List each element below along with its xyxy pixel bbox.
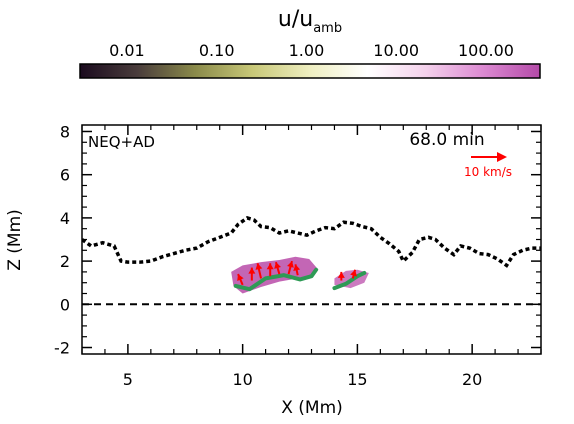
plot-frame: [81, 124, 542, 355]
colorbar-tick-label: 10.00: [373, 41, 419, 60]
contour-line-1: [332, 270, 367, 291]
velocity-vector-head: [350, 269, 357, 277]
velocity-vector-head: [287, 261, 294, 268]
axis-tick-labels: 5 10 15 20 -2 0 2 4 6 8: [54, 122, 482, 389]
y-axis-label: Z (Mm): [5, 209, 25, 271]
velocity-vector-head: [274, 262, 281, 269]
velocity-vector-head: [248, 267, 256, 274]
y-tick-label: 0: [60, 295, 70, 314]
y-tick-label: 6: [60, 166, 70, 185]
colorbar-tick-labels: 0.01 0.10 1.00 10.00 100.00: [109, 41, 514, 60]
contour-line-0: [233, 267, 319, 292]
x-tick-label: 15: [347, 370, 367, 389]
velocity-scale-arrowhead: [497, 152, 507, 162]
colorbar-tick-label: 1.00: [289, 41, 325, 60]
velocity-scale-label: 10 km/s: [464, 165, 512, 179]
colorbar-tick-label: 0.10: [199, 41, 235, 60]
velocity-vector-head: [293, 264, 301, 271]
panel-label: NEQ+AD: [88, 133, 155, 151]
velocity-vector-head: [266, 263, 274, 270]
time-label: 68.0 min: [409, 130, 484, 150]
x-tick-label: 20: [462, 370, 482, 389]
colorbar-tick-label: 0.01: [109, 41, 145, 60]
colorbar-title-sub: amb: [313, 21, 342, 36]
velocity-vector-head: [337, 271, 345, 278]
colorbar-tick-label: 100.00: [458, 41, 514, 60]
velocity-vector-head: [237, 274, 244, 281]
colorbar-bar: [79, 63, 541, 79]
velocity-scale: 10 km/s: [464, 152, 512, 179]
axis-ticks: [81, 125, 542, 354]
y-tick-label: 4: [60, 209, 70, 228]
colorbar-title-main: u/u: [278, 7, 313, 32]
boundary-line: [82, 215, 541, 268]
colorbar: u/uamb 0.01 0.10 1.00 10.00 100.00: [79, 7, 541, 79]
y-tick-label: -2: [54, 339, 70, 358]
x-tick-label: 5: [123, 370, 133, 389]
colorbar-title: u/uamb: [278, 7, 342, 36]
x-tick-label: 10: [232, 370, 252, 389]
x-axis-label: X (Mm): [281, 398, 343, 418]
y-tick-label: 8: [60, 122, 70, 141]
y-tick-label: 2: [60, 252, 70, 271]
velocity-vector-head: [255, 263, 263, 270]
plot-panel: 5 10 15 20 -2 0 2 4 6 8 NEQ+AD 68.0 min 10 km/s X…: [5, 122, 542, 418]
